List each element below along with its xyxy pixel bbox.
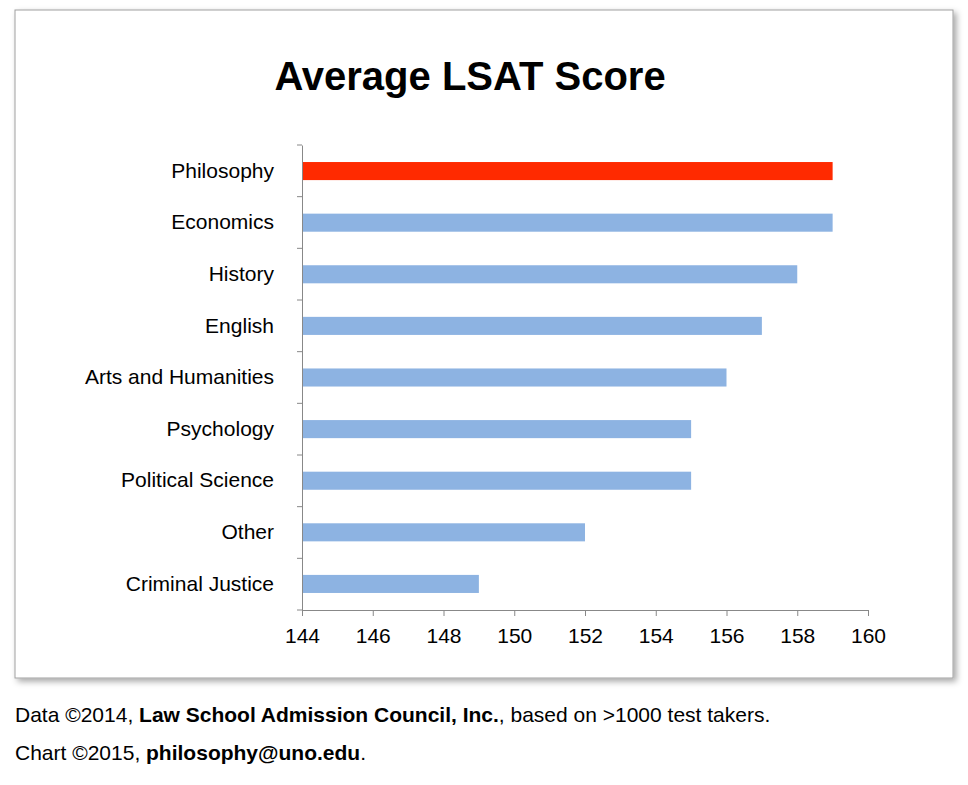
x-tick-label: 160 [851, 624, 886, 647]
annotations: Data ©2014, Law School Admission Council… [15, 703, 770, 764]
category-label: Arts and Humanities [85, 365, 274, 388]
x-tick-label: 152 [568, 624, 603, 647]
x-tick-label: 154 [639, 624, 674, 647]
y-axis-line [302, 146, 303, 611]
annotation: Data ©2014, Law School Admission Council… [15, 703, 770, 726]
annotation-part: Law School Admission Council, Inc. [139, 703, 499, 726]
y-tick: Economics [171, 210, 302, 233]
chart-title: Average LSAT Score [274, 54, 665, 98]
annotation-part: philosophy@uno.edu [146, 741, 360, 764]
x-tick-label: 148 [426, 624, 461, 647]
y-separator [297, 196, 302, 197]
x-tick-mark [656, 610, 657, 616]
y-separator [297, 455, 302, 456]
x-tick-mark [373, 610, 374, 616]
x-tick: 160 [851, 610, 886, 647]
x-tick-mark [868, 610, 869, 616]
x-tick-mark [585, 610, 586, 616]
y-tick: Political Science [121, 468, 302, 491]
y-separator [297, 145, 302, 146]
x-tick-label: 146 [356, 624, 391, 647]
x-tick: 154 [639, 610, 674, 647]
y-tick: Arts and Humanities [85, 365, 302, 388]
x-tick: 150 [497, 610, 532, 647]
category-label: Political Science [121, 468, 274, 491]
category-label: Criminal Justice [126, 572, 274, 595]
y-tick: Criminal Justice [126, 572, 302, 595]
x-tick-label: 144 [285, 624, 320, 647]
bar [302, 368, 727, 386]
category-label: English [205, 314, 274, 337]
chart: Average LSAT Score1441461481501521541561… [0, 0, 968, 785]
annotation-part: . [360, 741, 366, 764]
x-tick-mark [797, 610, 798, 616]
category-label: Other [221, 520, 274, 543]
category-label: Economics [171, 210, 274, 233]
bar [302, 472, 691, 490]
x-tick: 156 [709, 610, 744, 647]
bar [302, 162, 833, 180]
y-tick: English [205, 314, 302, 337]
category-label: Philosophy [171, 159, 274, 182]
y-tick: Philosophy [171, 159, 302, 182]
y-separator [297, 558, 302, 559]
x-tick-mark [444, 610, 445, 616]
x-tick: 158 [780, 610, 815, 647]
x-axis: 144 146 148 150 152 154 156 158 160 [285, 610, 886, 647]
bars [302, 162, 833, 593]
y-axis: Philosophy Economics History English Arts an… [85, 145, 303, 611]
y-separator [297, 403, 302, 404]
category-label: Psychology [167, 417, 275, 440]
bar [302, 575, 479, 593]
bar [302, 420, 691, 438]
y-separator [297, 610, 302, 611]
chart-frame [15, 10, 953, 678]
x-tick-mark [514, 610, 515, 616]
y-tick: Other [221, 520, 302, 543]
y-separator [297, 300, 302, 301]
bar [302, 265, 797, 283]
x-tick-label: 156 [709, 624, 744, 647]
x-tick: 146 [356, 610, 391, 647]
x-tick-mark [727, 610, 728, 616]
bar [302, 317, 762, 335]
x-tick: 144 [285, 610, 320, 647]
category-label: History [209, 262, 275, 285]
bar [302, 523, 585, 541]
bar [302, 214, 833, 232]
y-separator [297, 506, 302, 507]
x-tick-label: 158 [780, 624, 815, 647]
y-separator [297, 351, 302, 352]
x-tick-mark [302, 610, 303, 616]
y-separator [297, 248, 302, 249]
annotation-part: Chart ©2015, [15, 741, 146, 764]
annotation-part: Data ©2014, [15, 703, 139, 726]
annotation-part: , based on >1000 test takers. [499, 703, 770, 726]
y-tick: History [209, 262, 302, 285]
annotation: Chart ©2015, philosophy@uno.edu. [15, 741, 366, 764]
x-tick: 148 [426, 610, 461, 647]
x-tick: 152 [568, 610, 603, 647]
y-tick: Psychology [167, 417, 302, 440]
x-tick-label: 150 [497, 624, 532, 647]
